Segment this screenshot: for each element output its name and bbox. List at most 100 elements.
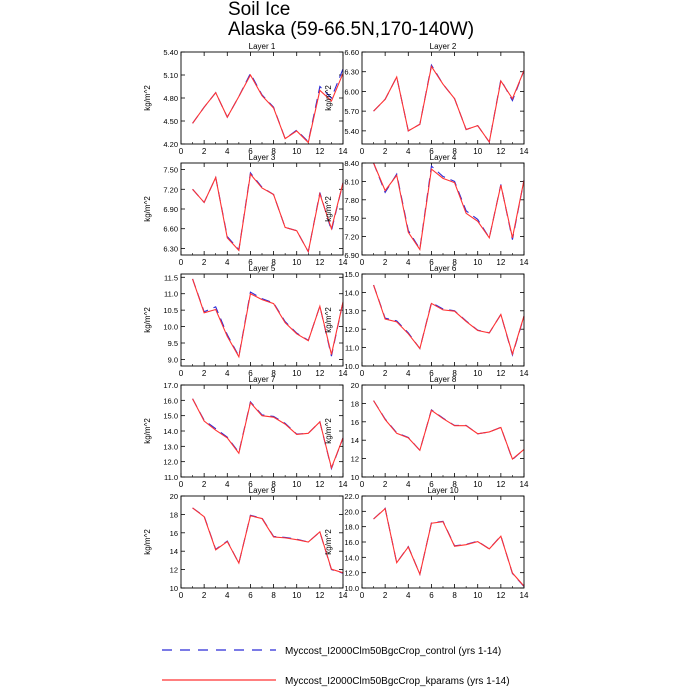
chart-panel-5: Layer 5 kg/m^2 0 2 4 6 8 10 12 14 9.0 9.5 10.0 10.5 11… bbox=[143, 264, 348, 378]
x-tick-label: 8 bbox=[271, 258, 276, 267]
y-tick-label: 16 bbox=[170, 529, 178, 538]
x-tick-label: 6 bbox=[248, 258, 253, 267]
x-tick-label: 14 bbox=[520, 147, 529, 156]
x-tick-label: 6 bbox=[429, 480, 434, 489]
x-tick-label: 14 bbox=[339, 369, 348, 378]
y-tick-label: 16.0 bbox=[344, 538, 359, 547]
series-line-kparams bbox=[192, 398, 344, 470]
y-tick-label: 16.0 bbox=[163, 396, 178, 405]
x-tick-label: 12 bbox=[496, 480, 505, 489]
y-tick-label: 18.0 bbox=[344, 523, 359, 532]
y-tick-label: 18 bbox=[170, 510, 178, 519]
chart-grid: Layer 1 kg/m^2 0 2 4 6 8 10 12 14 4.20 4.50 4.80 5.10… bbox=[143, 42, 529, 600]
y-tick-label: 12.0 bbox=[163, 458, 178, 467]
y-tick-label: 15.0 bbox=[163, 412, 178, 421]
x-tick-label: 12 bbox=[496, 591, 505, 600]
panel-title: Layer 4 bbox=[430, 153, 457, 162]
y-tick-label: 7.20 bbox=[344, 233, 359, 242]
x-tick-label: 10 bbox=[292, 147, 301, 156]
x-tick-label: 4 bbox=[406, 258, 411, 267]
x-tick-label: 14 bbox=[339, 258, 348, 267]
x-tick-label: 4 bbox=[225, 369, 230, 378]
y-tick-label: 12.0 bbox=[344, 325, 359, 334]
x-tick-label: 6 bbox=[248, 480, 253, 489]
x-tick-label: 4 bbox=[406, 147, 411, 156]
x-tick-label: 12 bbox=[315, 480, 324, 489]
y-tick-label: 11.5 bbox=[164, 273, 178, 282]
y-tick-label: 6.60 bbox=[344, 48, 359, 57]
x-tick-label: 4 bbox=[225, 258, 230, 267]
plot-frame bbox=[361, 495, 525, 589]
y-tick-label: 10.5 bbox=[163, 306, 178, 315]
x-tick-label: 12 bbox=[315, 147, 324, 156]
x-tick-label: 8 bbox=[452, 258, 457, 267]
series-line-kparams bbox=[192, 507, 344, 574]
x-tick-label: 2 bbox=[383, 258, 388, 267]
legend: Myccost_I2000Clm50BgcCrop_control (yrs 1… bbox=[162, 646, 510, 687]
y-tick-label: 17.0 bbox=[163, 381, 178, 390]
y-tick-label: 7.80 bbox=[344, 196, 359, 205]
x-tick-label: 0 bbox=[179, 258, 184, 267]
y-tick-label: 13.0 bbox=[344, 307, 359, 316]
x-tick-label: 14 bbox=[339, 147, 348, 156]
x-tick-label: 14 bbox=[520, 591, 529, 600]
x-tick-label: 4 bbox=[225, 480, 230, 489]
x-tick-label: 2 bbox=[202, 258, 207, 267]
y-tick-label: 14 bbox=[351, 436, 359, 445]
y-tick-label: 4.80 bbox=[163, 94, 178, 103]
y-tick-label: 10 bbox=[170, 584, 178, 593]
x-tick-label: 10 bbox=[473, 480, 482, 489]
y-tick-label: 10.0 bbox=[344, 362, 359, 371]
y-tick-label: 20 bbox=[170, 492, 178, 501]
y-tick-label: 13.0 bbox=[163, 442, 178, 451]
y-axis-label: kg/m^2 bbox=[143, 307, 152, 333]
plot-frame bbox=[361, 273, 525, 367]
y-tick-label: 10 bbox=[351, 473, 359, 482]
x-tick-label: 10 bbox=[292, 480, 301, 489]
panel-title: Layer 5 bbox=[249, 264, 276, 273]
x-tick-label: 2 bbox=[202, 591, 207, 600]
x-tick-label: 12 bbox=[496, 258, 505, 267]
panel-title: Layer 6 bbox=[430, 264, 457, 273]
plot-frame bbox=[361, 384, 525, 478]
plot-frame bbox=[180, 51, 344, 145]
y-tick-label: 6.60 bbox=[163, 225, 178, 234]
y-tick-label: 12 bbox=[351, 455, 359, 464]
y-tick-label: 20.0 bbox=[344, 507, 359, 516]
x-tick-label: 0 bbox=[360, 480, 365, 489]
y-tick-label: 10.0 bbox=[163, 323, 178, 332]
plot-frame bbox=[361, 162, 525, 256]
x-tick-label: 8 bbox=[271, 591, 276, 600]
y-axis-label: kg/m^2 bbox=[143, 529, 152, 555]
y-tick-label: 7.20 bbox=[163, 185, 178, 194]
x-tick-label: 6 bbox=[429, 369, 434, 378]
y-axis-label: kg/m^2 bbox=[324, 307, 333, 333]
title-block: Soil Ice Alaska (59-66.5N,170-140W) bbox=[228, 0, 474, 40]
y-tick-label: 14.0 bbox=[163, 427, 178, 436]
panel-title: Layer 10 bbox=[427, 486, 459, 495]
series-line-control bbox=[192, 278, 344, 358]
y-tick-label: 14.0 bbox=[344, 553, 359, 562]
y-axis-label: kg/m^2 bbox=[143, 85, 152, 111]
y-tick-label: 11.0 bbox=[345, 344, 359, 353]
chart-panel-6: Layer 6kg/m^20 2 4 6 8 10 12 1410.011.012.013.0… bbox=[324, 264, 529, 378]
x-tick-label: 0 bbox=[179, 369, 184, 378]
y-tick-label: 6.30 bbox=[163, 244, 178, 253]
x-tick-label: 10 bbox=[473, 591, 482, 600]
series-line-kparams bbox=[373, 65, 525, 144]
x-tick-label: 2 bbox=[383, 369, 388, 378]
series-line-control bbox=[192, 68, 344, 143]
x-tick-label: 2 bbox=[202, 147, 207, 156]
chart-panel-2: Layer 2 kg/m^2 0 2 4 6 8 10 12 14 5.40 5.70 6.00 6.30… bbox=[324, 42, 529, 156]
x-tick-label: 6 bbox=[429, 147, 434, 156]
y-tick-label: 12.0 bbox=[344, 569, 359, 578]
y-tick-label: 7.50 bbox=[163, 166, 178, 175]
x-tick-label: 6 bbox=[248, 369, 253, 378]
x-tick-label: 10 bbox=[473, 147, 482, 156]
x-tick-label: 14 bbox=[520, 480, 529, 489]
x-tick-label: 14 bbox=[339, 480, 348, 489]
x-tick-label: 8 bbox=[271, 369, 276, 378]
y-tick-label: 5.40 bbox=[344, 127, 359, 136]
